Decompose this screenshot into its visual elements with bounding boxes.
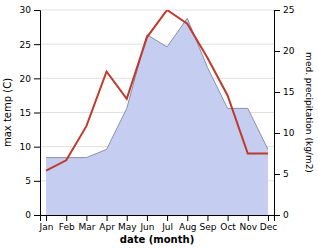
tick: Apr: [99, 215, 115, 232]
tick-label: Jul: [161, 222, 173, 232]
y2-axis: 0 5 10 15 20 25: [274, 5, 295, 220]
tick: Nov: [239, 215, 257, 232]
tick-mark: [248, 215, 249, 221]
tick-label: 15: [20, 108, 31, 118]
tick-label: 0: [283, 210, 289, 220]
tick-label: Oct: [220, 222, 236, 232]
tick-label: Mar: [78, 222, 95, 232]
tick-mark: [274, 174, 280, 175]
tick: Feb: [59, 215, 75, 232]
tick-label: 20: [283, 46, 295, 56]
tick-label: Jun: [139, 222, 154, 232]
tick-mark: [34, 147, 40, 148]
axis-line: [275, 11, 281, 216]
tick-mark: [228, 215, 229, 221]
tick-label: Dec: [260, 222, 277, 232]
tick-label: 0: [25, 210, 31, 220]
tick: 10: [20, 142, 40, 152]
tick-label: Aug: [179, 222, 197, 232]
tick-label: 20: [20, 74, 32, 84]
y2-axis-title: med. precipitation (kg/m2): [304, 52, 314, 173]
tick-label: 10: [20, 142, 32, 152]
tick: 20: [274, 46, 295, 56]
tick: 25: [20, 40, 40, 50]
tick: 15: [274, 87, 294, 97]
tick-label: 15: [283, 87, 294, 97]
tick-mark: [147, 215, 148, 221]
line: [46, 10, 268, 171]
tick-label: 5: [283, 169, 289, 179]
tick-label: Apr: [99, 222, 115, 232]
tick-mark: [187, 215, 188, 221]
tick-mark: [34, 113, 40, 114]
tick-mark: [274, 51, 280, 52]
tick-label: Nov: [239, 222, 257, 232]
tick: 5: [25, 176, 40, 186]
tick: Mar: [78, 215, 95, 232]
x-axis: Jan FebMar AprMayJun Jul AugSep OctNovDec: [39, 215, 278, 232]
tick: 0: [274, 210, 289, 220]
tick-mark: [274, 215, 280, 216]
tick-mark: [34, 215, 40, 216]
tick-mark: [34, 10, 40, 11]
marks: [46, 10, 268, 215]
y-axis-title: max temp (C): [2, 78, 13, 147]
tick: 15: [20, 108, 40, 118]
tick: 5: [274, 169, 289, 179]
tick: Jun: [139, 215, 154, 232]
tick-label: May: [118, 222, 137, 232]
tick-mark: [274, 133, 280, 134]
tick-label: 5: [25, 176, 31, 186]
tick-mark: [34, 44, 40, 45]
tick: Jul: [161, 215, 173, 232]
tick-mark: [167, 215, 168, 221]
tick-mark: [34, 181, 40, 182]
x-axis-title: date (month): [120, 234, 194, 245]
grid-line: [40, 10, 274, 11]
tick-mark: [107, 215, 108, 221]
tick-mark: [34, 78, 40, 79]
tick-mark: [207, 215, 208, 221]
tick: Dec: [260, 215, 277, 232]
tick-label: 30: [20, 5, 32, 15]
chart: Jan FebMar AprMayJun Jul AugSep OctNovDec 0 5 10…: [0, 0, 318, 249]
tick-mark: [66, 215, 67, 221]
tick-label: 25: [20, 40, 31, 50]
tick: Oct: [220, 215, 236, 232]
tick-mark: [127, 215, 128, 221]
tick-mark: [268, 215, 269, 221]
tick-mark: [86, 215, 87, 221]
y-axis: 0 5 10 15 20 25 30: [20, 5, 41, 220]
tick: 30: [20, 5, 40, 15]
tick: May: [118, 215, 137, 232]
plot: Jan FebMar AprMayJun Jul AugSep OctNovDec 0 5 10…: [20, 5, 295, 232]
axis-line: [34, 11, 41, 216]
tick-label: 10: [283, 128, 295, 138]
tick: 10: [274, 128, 295, 138]
grid: [40, 10, 274, 215]
tick-mark: [274, 10, 280, 11]
tick-label: 25: [283, 5, 294, 15]
tick: Aug: [179, 215, 197, 232]
tick-label: Feb: [59, 222, 75, 232]
tick: 0: [25, 210, 40, 220]
tick: Jan: [39, 215, 54, 232]
tick-label: Sep: [199, 222, 216, 232]
tick: 25: [274, 5, 294, 15]
tick-mark: [46, 215, 47, 221]
tick: Sep: [199, 215, 216, 232]
tick: 20: [20, 74, 40, 84]
tick-mark: [274, 92, 280, 93]
axis-line: [41, 216, 275, 222]
tick-label: Jan: [39, 222, 54, 232]
